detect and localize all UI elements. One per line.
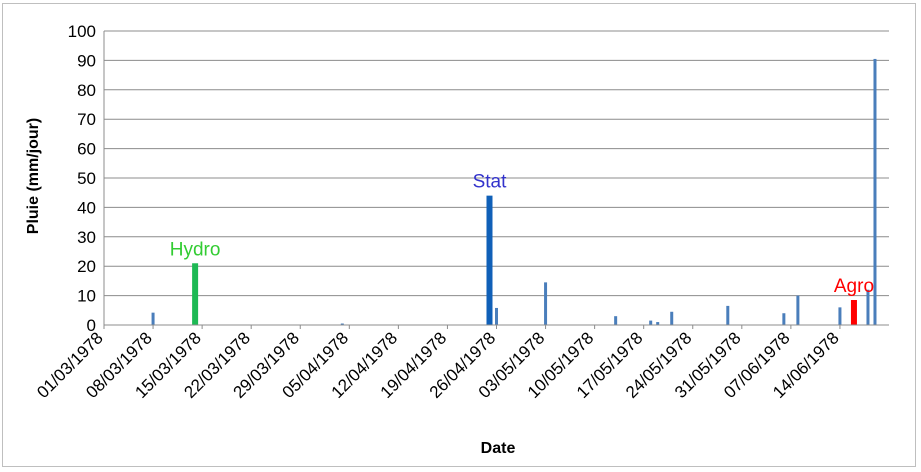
y-tick-label: 80 — [77, 81, 96, 100]
bar — [649, 320, 653, 325]
x-tick-labels: 01/03/197808/03/197815/03/197822/03/1978… — [33, 328, 843, 402]
bar — [656, 322, 660, 325]
annotation-agro: Agro — [834, 276, 874, 297]
axes — [103, 31, 889, 329]
y-tick-label: 70 — [77, 110, 96, 129]
y-tick-label: 0 — [87, 316, 96, 335]
bar — [495, 307, 498, 325]
annotation-stat: Stat — [473, 172, 508, 193]
bars — [151, 58, 877, 326]
y-tick-label: 100 — [68, 22, 96, 41]
bar — [838, 307, 842, 325]
chart-frame — [2, 3, 916, 467]
bar — [796, 295, 800, 325]
bar-agro — [850, 300, 857, 325]
bar-hydro — [192, 263, 199, 325]
bar — [614, 316, 618, 325]
bar — [873, 58, 877, 326]
y-tick-label: 50 — [77, 169, 96, 188]
bar — [151, 312, 155, 325]
grid — [104, 30, 889, 297]
y-tick-label: 60 — [77, 140, 96, 159]
x-axis-title: Date — [481, 440, 516, 457]
bar — [340, 323, 344, 325]
bar — [544, 282, 548, 325]
annotation-hydro: Hydro — [170, 239, 221, 260]
bar — [726, 305, 730, 325]
y-tick-labels: 0 10 20 30 40 50 60 70 80 90 100 — [68, 22, 96, 335]
bar — [782, 313, 786, 325]
annotations: Hydro Stat Agro — [170, 172, 874, 297]
bar-stat — [486, 195, 493, 325]
y-tick-label: 30 — [77, 228, 96, 247]
bar — [866, 289, 870, 325]
y-tick-label: 20 — [77, 257, 96, 276]
y-tick-label: 90 — [77, 51, 96, 70]
y-tick-label: 10 — [77, 287, 96, 306]
y-axis-title: Pluie (mm/jour) — [25, 118, 42, 234]
y-tick-label: 40 — [77, 198, 96, 217]
bar — [670, 311, 674, 325]
